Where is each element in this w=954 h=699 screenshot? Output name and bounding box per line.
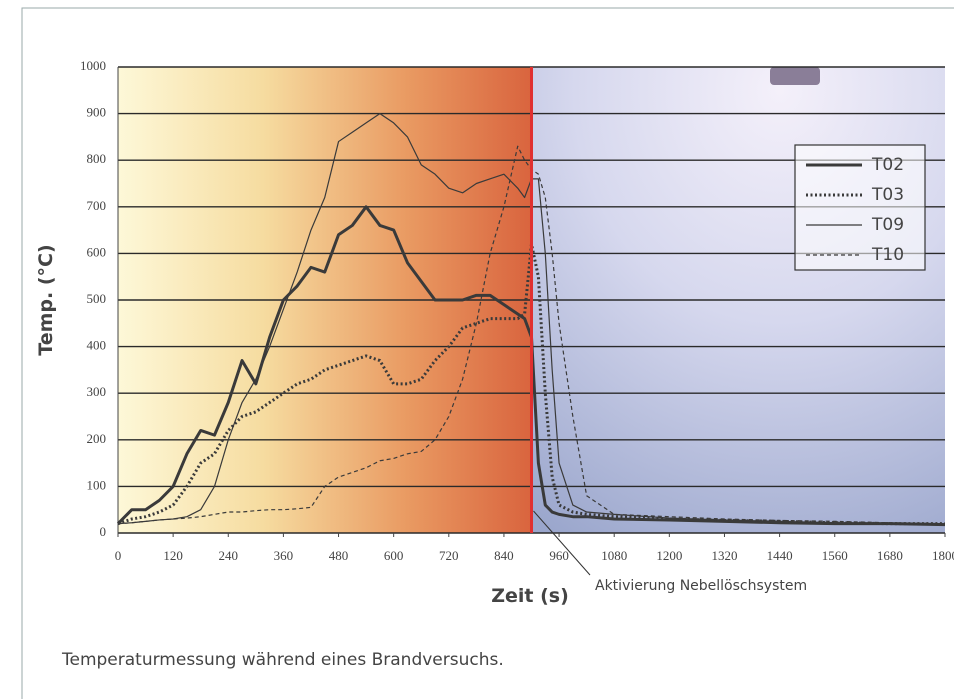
x-tick-label: 1800 <box>932 548 954 563</box>
legend: T02 T03 T09 T10 <box>795 145 925 270</box>
x-tick-label: 960 <box>549 548 569 563</box>
x-tick-label: 1440 <box>767 548 793 563</box>
x-tick-label: 720 <box>439 548 459 563</box>
x-tick-label: 0 <box>115 548 122 563</box>
x-tick-label: 1200 <box>656 548 682 563</box>
nozzle <box>770 67 820 85</box>
y-tick-label: 0 <box>100 524 107 539</box>
x-tick-label: 120 <box>163 548 183 563</box>
x-tick-label: 1080 <box>601 548 627 563</box>
x-tick-label: 1320 <box>711 548 737 563</box>
y-tick-label: 700 <box>87 198 107 213</box>
y-tick-label: 500 <box>87 291 107 306</box>
y-tick-label: 600 <box>87 244 107 259</box>
annotation-text: Aktivierung Nebellöschsystem <box>595 578 807 594</box>
x-tick-label: 240 <box>219 548 239 563</box>
legend-label: T02 <box>871 155 904 175</box>
x-tick-label: 1680 <box>877 548 903 563</box>
y-axis-label: Temp. (°C) <box>35 244 57 355</box>
caption: Temperaturmessung während eines Brandver… <box>61 650 504 670</box>
x-tick-label: 480 <box>329 548 349 563</box>
y-tick-label: 200 <box>87 431 107 446</box>
x-tick-label: 1560 <box>822 548 848 563</box>
page: Temp. (°C) Zeit (s) Temperaturmessung wä… <box>0 0 954 699</box>
legend-label: T10 <box>871 245 904 265</box>
x-tick-label: 360 <box>274 548 294 563</box>
y-tick-label: 100 <box>87 477 107 492</box>
y-tick-label: 300 <box>87 384 107 399</box>
y-tick-label: 1000 <box>80 58 106 73</box>
legend-label: T03 <box>871 185 904 205</box>
x-axis-label: Zeit (s) <box>491 585 569 607</box>
chart: Temp. (°C) Zeit (s) Temperaturmessung wä… <box>0 0 954 699</box>
legend-label: T09 <box>871 215 904 235</box>
y-tick-label: 400 <box>87 338 107 353</box>
y-tick-label: 900 <box>87 105 107 120</box>
x-tick-label: 840 <box>494 548 514 563</box>
y-tick-label: 800 <box>87 151 107 166</box>
x-tick-label: 600 <box>384 548 404 563</box>
